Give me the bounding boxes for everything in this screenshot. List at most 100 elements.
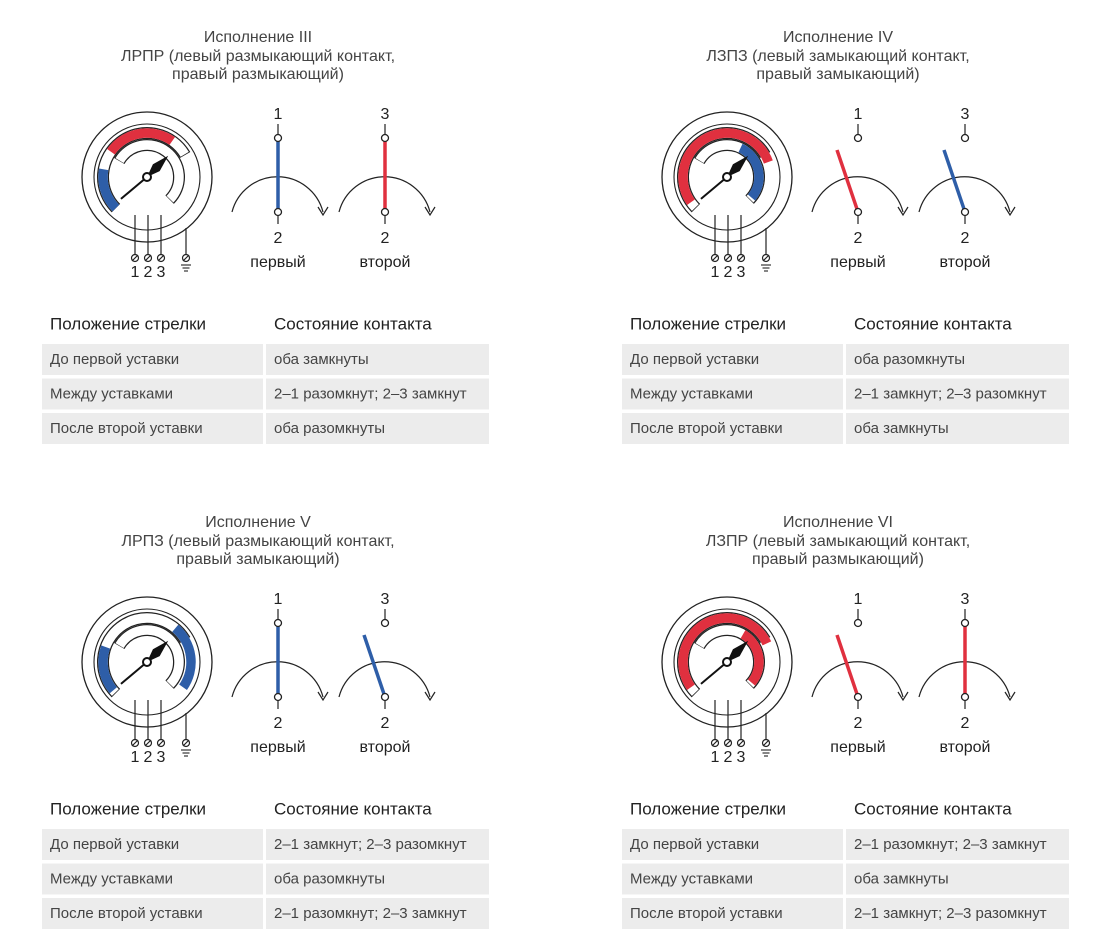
panel-subtitle: ЛЗПР (левый замыкающий контакт, xyxy=(706,533,970,550)
table-cell-text: 2–1 разомкнут; 2–3 замкнут xyxy=(274,385,467,402)
switch-label: второй xyxy=(360,739,411,756)
table-header: Положение стрелки xyxy=(630,799,786,818)
terminal-label: 3 xyxy=(737,264,746,281)
table-cell xyxy=(846,898,1069,929)
contact-top xyxy=(273,618,283,628)
table-cell xyxy=(622,863,843,895)
table-header: Положение стрелки xyxy=(630,314,786,333)
contact-top xyxy=(853,133,863,143)
terminal-slash xyxy=(762,254,770,262)
table-cell-text: Между уставками xyxy=(630,385,753,402)
arrow-head xyxy=(897,206,909,217)
gauge-ring xyxy=(93,123,201,231)
contact-top xyxy=(960,133,970,143)
contact xyxy=(835,149,860,213)
table-cell-text: До первой уставки xyxy=(50,836,179,853)
table-cell-text: оба разомкнуты xyxy=(854,351,965,368)
contact-bottom xyxy=(380,207,390,217)
table-cell-text: 2–1 разомкнут; 2–3 замкнут xyxy=(274,905,467,922)
table-cell xyxy=(42,378,263,410)
rotation-arc xyxy=(918,176,1011,213)
panel-title: Исполнение V xyxy=(205,514,311,531)
switch-label: первый xyxy=(250,739,305,756)
needle xyxy=(147,155,169,177)
needle-tail xyxy=(700,176,728,200)
terminal-slash xyxy=(737,739,745,747)
table-cell-text: 2–1 замкнут; 2–3 разомкнут xyxy=(274,836,467,853)
table-cell xyxy=(42,898,263,929)
contact-bottom xyxy=(853,692,863,702)
needle-tail xyxy=(120,661,148,685)
table-header: Состояние контакта xyxy=(854,314,1012,333)
table-header: Состояние контакта xyxy=(274,314,432,333)
terminal-label: 2 xyxy=(724,264,733,281)
terminal-slash xyxy=(157,739,165,747)
table-cell xyxy=(846,378,1069,410)
table-cell xyxy=(846,344,1069,375)
contact xyxy=(362,634,387,698)
gauge-segment xyxy=(738,143,764,201)
table-cell-text: 2–1 замкнут; 2–3 разомкнут xyxy=(854,385,1047,402)
switch-top-label: 3 xyxy=(381,591,390,608)
arrow-head xyxy=(317,206,329,217)
contact-top xyxy=(273,133,283,143)
gauge-ring xyxy=(673,608,781,716)
table-cell-text: После второй уставки xyxy=(630,905,783,922)
switch-top-label: 1 xyxy=(274,591,283,608)
table-header: Состояние контакта xyxy=(854,799,1012,818)
panel-subtitle: ЛРПЗ (левый размыкающий контакт, xyxy=(121,533,394,550)
terminal-slash xyxy=(131,739,139,747)
terminal-label: 2 xyxy=(724,749,733,766)
switch-bottom-label: 2 xyxy=(961,230,970,247)
table-cell xyxy=(266,413,489,444)
panel-title: Исполнение VI xyxy=(783,514,893,531)
panel-subtitle: правый замыкающий) xyxy=(756,66,919,83)
terminal-slash xyxy=(182,254,190,262)
contact-bottom xyxy=(380,692,390,702)
rotation-arc xyxy=(811,661,904,698)
table-cell-text: Между уставками xyxy=(50,385,173,402)
terminal-slash xyxy=(724,739,732,747)
terminal-slash xyxy=(711,739,719,747)
table-cell xyxy=(622,413,843,444)
terminal-slash xyxy=(182,739,190,747)
table-cell xyxy=(846,413,1069,444)
table-cell-text: 2–1 замкнут; 2–3 разомкнут xyxy=(854,905,1047,922)
table-cell xyxy=(42,829,263,860)
switch-label: первый xyxy=(830,254,885,271)
needle-hub xyxy=(142,172,152,182)
gauge-segment xyxy=(678,128,773,205)
terminal-slash xyxy=(724,254,732,262)
switch-top-label: 1 xyxy=(274,106,283,123)
table-cell xyxy=(266,898,489,929)
panel-subtitle: правый замыкающий) xyxy=(176,551,339,568)
table-cell-text: 2–1 разомкнут; 2–3 замкнут xyxy=(854,836,1047,853)
terminal-label: 2 xyxy=(144,264,153,281)
table-header: Положение стрелки xyxy=(50,799,206,818)
panel-title: Исполнение IV xyxy=(783,29,893,46)
table-cell xyxy=(266,344,489,375)
terminal-label: 2 xyxy=(144,749,153,766)
needle-hub xyxy=(722,172,732,182)
switch-bottom-label: 2 xyxy=(854,230,863,247)
switch-label: второй xyxy=(360,254,411,271)
terminal-label: 1 xyxy=(711,264,720,281)
table-cell xyxy=(622,378,843,410)
table-cell-text: оба разомкнуты xyxy=(274,420,385,437)
gauge-segment xyxy=(172,624,196,690)
switch-label: второй xyxy=(940,739,991,756)
gauge-segment xyxy=(740,630,764,686)
switch-bottom-label: 2 xyxy=(274,715,283,732)
rotation-arc xyxy=(338,661,431,698)
needle-tail xyxy=(120,176,148,200)
contact xyxy=(835,634,860,698)
arrow-head xyxy=(317,691,329,702)
terminal-label: 1 xyxy=(131,749,140,766)
contact-bottom xyxy=(273,692,283,702)
terminal-slash xyxy=(131,254,139,262)
table-cell xyxy=(266,829,489,860)
terminal-label: 1 xyxy=(131,264,140,281)
terminal-slash xyxy=(737,254,745,262)
table-cell-text: До первой уставки xyxy=(50,351,179,368)
table-cell xyxy=(622,344,843,375)
